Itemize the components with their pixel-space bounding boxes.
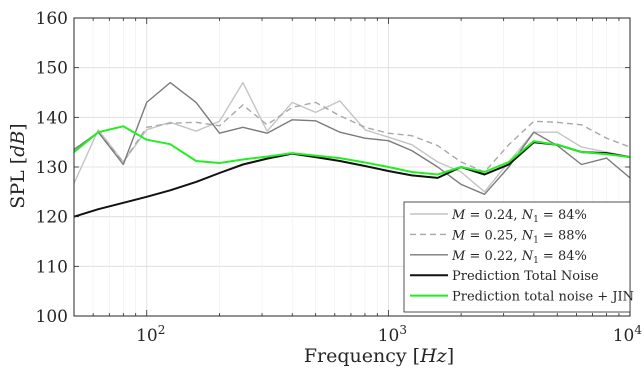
legend: M = 0.24, N1 = 84% M = 0.25, N1 = 88% M = …: [403, 201, 634, 313]
y-tick-label: 140: [36, 108, 68, 128]
x-tick-label: 103: [378, 323, 407, 346]
x-axis-ticks: 102 103 104: [73, 18, 643, 346]
legend-entry-2: M = 0.25, N1 = 88%: [451, 228, 587, 245]
series-line-1: [73, 81, 631, 193]
legend-entry-4: Prediction Total Noise: [452, 269, 599, 284]
legend-entry-3: M = 0.22, N1 = 84%: [451, 249, 587, 266]
y-axis-label: SPL [dB]: [7, 123, 29, 208]
y-tick-label: 120: [36, 208, 68, 228]
x-tick-label: 102: [136, 323, 165, 346]
legend-entry-5: Prediction total noise + JIN: [452, 290, 634, 305]
y-tick-label: 130: [36, 158, 68, 178]
x-axis-label: Frequency [Hz]: [304, 345, 454, 367]
y-tick-label: 150: [36, 59, 68, 79]
y-tick-label: 160: [36, 9, 68, 29]
y-axis-ticks: 100 110 120 130 140 150 160: [36, 9, 630, 327]
series-line-5: [73, 125, 631, 176]
plot-lines: [73, 81, 631, 218]
legend-entry-1: M = 0.24, N1 = 84%: [451, 208, 587, 225]
legend-box: [403, 201, 631, 313]
y-tick-label: 100: [36, 307, 68, 327]
x-tick-label: 104: [613, 323, 643, 346]
series-line-2: [73, 101, 631, 173]
y-tick-label: 110: [36, 257, 68, 277]
series-line-3: [73, 81, 631, 196]
